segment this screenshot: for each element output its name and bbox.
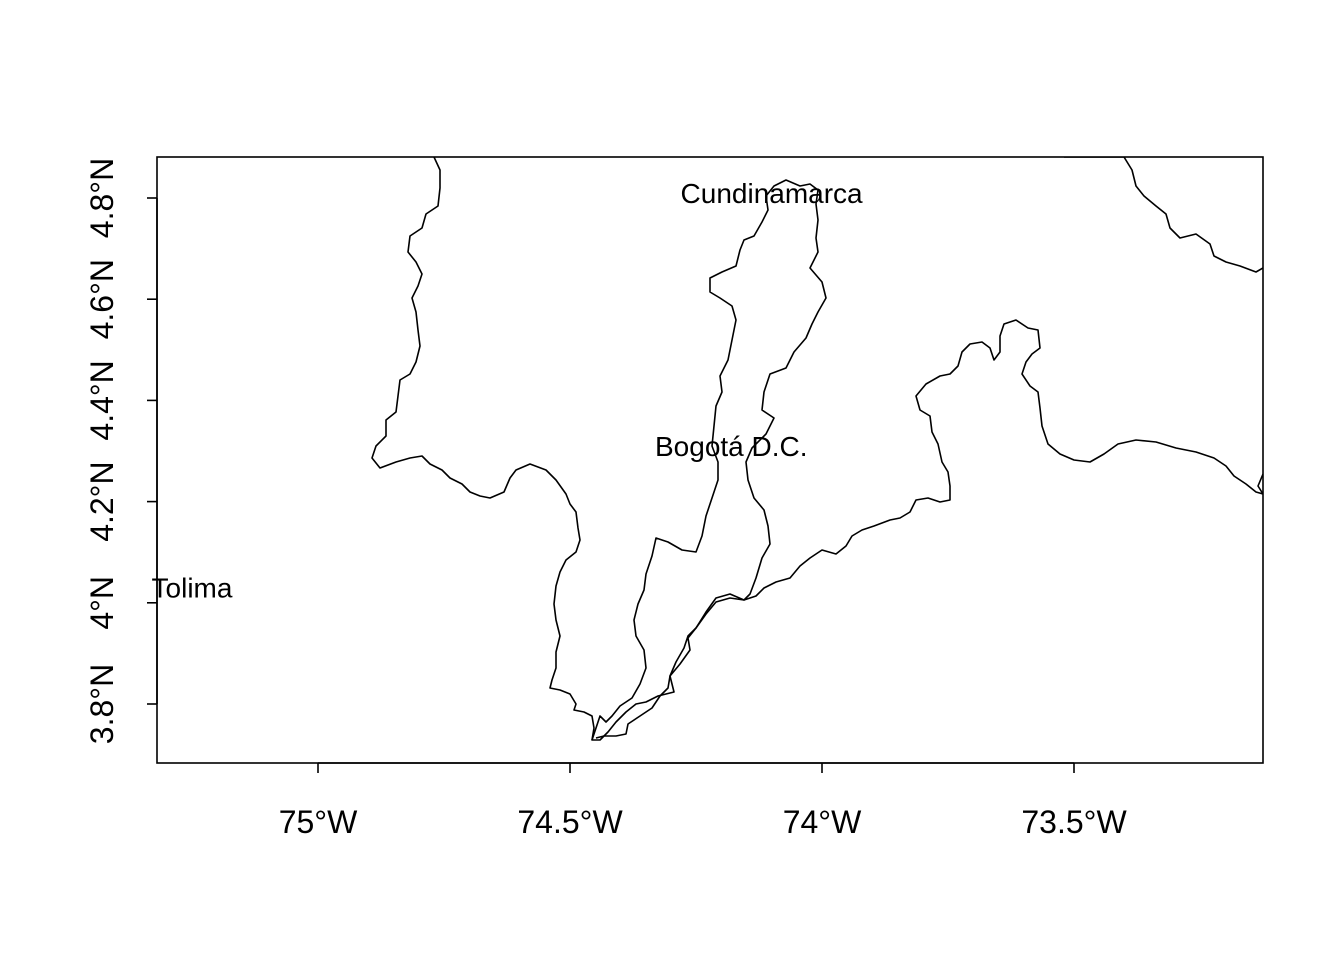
y-tick-label: 4.8°N <box>84 158 120 238</box>
y-axis: 3.8°N 4°N 4.2°N 4.4°N 4.6°N 4.8°N <box>84 158 158 744</box>
boundary-bogota <box>591 179 827 741</box>
y-tick-label: 4.2°N <box>84 461 120 541</box>
boundary-cundinamarca-west <box>371 157 595 741</box>
region-label: Bogotá D.C. <box>655 431 808 462</box>
region-label: Cundinamarca <box>681 178 864 209</box>
y-tick-label: 3.8°N <box>84 664 120 744</box>
x-tick-label: 75°W <box>279 804 358 840</box>
y-tick-label: 4.4°N <box>84 360 120 440</box>
x-axis: 75°W 74.5°W 74°W 73.5°W <box>279 762 1127 840</box>
boundary-tolima-edge <box>1257 473 1263 495</box>
boundary-cundinamarca-south <box>595 319 1263 739</box>
boundary-cundinamarca-northeast <box>1064 157 1263 273</box>
region-labels: Cundinamarca Bogotá D.C. Tolima <box>152 178 864 604</box>
x-tick-label: 73.5°W <box>1021 804 1127 840</box>
boundaries <box>371 157 1263 741</box>
region-label: Tolima <box>152 573 233 604</box>
y-tick-label: 4°N <box>84 576 120 630</box>
y-tick-label: 4.6°N <box>84 259 120 339</box>
x-tick-label: 74°W <box>783 804 862 840</box>
x-tick-label: 74.5°W <box>517 804 623 840</box>
